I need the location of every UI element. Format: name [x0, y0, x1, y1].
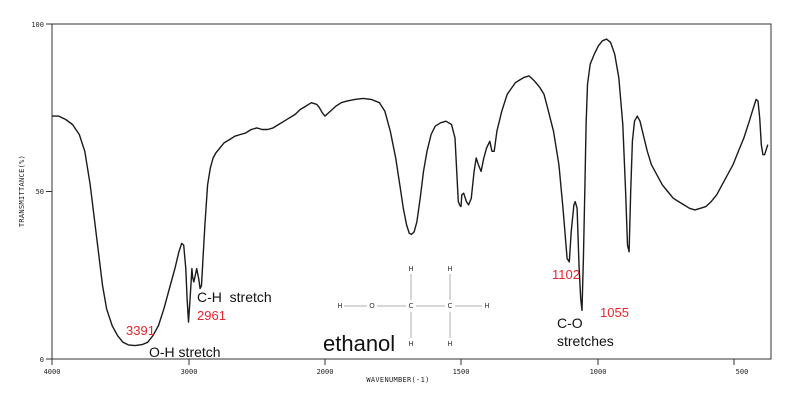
x-tick-label-500: 500 [736, 368, 749, 376]
annotations: 3391 O-H stretch 2961 C-H stretch 1102 1… [126, 267, 629, 360]
x-tick-label-4000: 4000 [44, 368, 61, 376]
y-axis: 100 50 0 TRANSMITTANCE(%) [18, 21, 52, 364]
annotation-stretches: stretches [557, 333, 614, 349]
x-axis-title: WAVENUMBER(-1) [366, 376, 429, 384]
atom-h-c1-top: H [408, 265, 413, 273]
atom-h-right: H [484, 302, 489, 310]
annotation-1055: 1055 [600, 305, 629, 320]
annotation-ch-stretch: C-H stretch [197, 289, 272, 305]
atom-h-c2-bottom: H [447, 340, 452, 348]
y-tick-label-50: 50 [36, 188, 44, 196]
annotation-1102: 1102 [552, 267, 580, 282]
compound-name: ethanol [323, 331, 395, 356]
y-axis-title: TRANSMITTANCE(%) [18, 155, 26, 227]
atom-c1: C [409, 302, 414, 310]
annotation-3391: 3391 [126, 323, 155, 338]
atom-c2: C [448, 302, 453, 310]
annotation-co: C-O [557, 315, 583, 331]
annotation-2961: 2961 [197, 308, 226, 323]
spectrum-series-line [52, 38, 769, 347]
x-tick-label-1500: 1500 [453, 368, 470, 376]
atom-o: O [369, 302, 375, 310]
atom-h-c2-top: H [447, 265, 452, 273]
annotation-oh-stretch: O-H stretch [149, 344, 221, 360]
atom-h-left: H [337, 302, 342, 310]
x-tick-label-3000: 3000 [181, 368, 198, 376]
x-tick-label-2000: 2000 [317, 368, 334, 376]
x-tick-label-1000: 1000 [590, 368, 607, 376]
y-tick-label-0: 0 [40, 356, 44, 364]
y-tick-label-100: 100 [31, 21, 44, 29]
atom-h-c1-bottom: H [408, 340, 413, 348]
ethanol-structure: ethanol H O C C H H H H H [323, 265, 490, 356]
x-axis: 4000 3000 2000 1500 1000 500 WAVENUMBER(… [44, 359, 749, 384]
